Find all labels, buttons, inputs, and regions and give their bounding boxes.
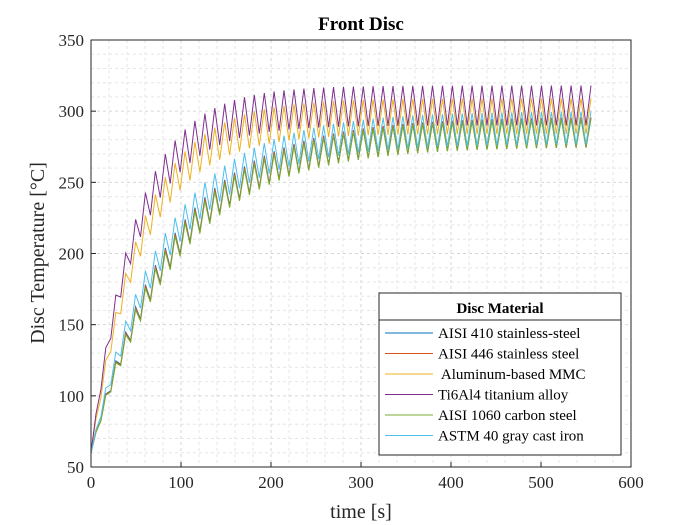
series-line-4 xyxy=(90,119,592,453)
y-tick-label: 100 xyxy=(59,387,85,406)
x-tick-label: 200 xyxy=(258,473,284,492)
x-tick-labels: 0 100 200 300 400 500 600 xyxy=(87,473,644,492)
series-line-2 xyxy=(90,98,592,453)
legend-item-label: Ti6Al4 titanium alloy xyxy=(438,388,569,404)
y-tick-label: 150 xyxy=(59,316,85,335)
y-tick-labels: 50 100 150 200 250 300 350 xyxy=(59,31,85,477)
axes xyxy=(90,39,632,468)
series-line-3 xyxy=(90,85,592,453)
x-tick-label: 100 xyxy=(168,473,194,492)
y-tick-label: 200 xyxy=(59,245,85,264)
x-tick-label: 300 xyxy=(348,473,374,492)
x-tick-label: 500 xyxy=(528,473,554,492)
chart-title: Front Disc xyxy=(318,14,404,35)
series-line-5 xyxy=(90,111,592,453)
legend-title: Disc Material xyxy=(456,301,543,317)
legend-item-label: Aluminum-based MMC xyxy=(438,367,586,383)
x-tick-label: 400 xyxy=(438,473,464,492)
x-tick-label: 600 xyxy=(618,473,644,492)
y-axis-label: Disc Temperature [°C] xyxy=(27,162,49,344)
y-tick-label: 350 xyxy=(59,31,85,50)
legend-item-label: AISI 1060 carbon steel xyxy=(438,408,577,424)
x-axis-label: time [s] xyxy=(330,501,392,523)
legend-item-label: ASTM 40 gray cast iron xyxy=(438,429,584,445)
y-tick-label: 300 xyxy=(59,102,85,121)
x-tick-label: 0 xyxy=(87,473,96,492)
legend-item-label: AISI 410 stainless-steel xyxy=(438,326,580,342)
series-lines xyxy=(90,85,592,453)
legend-item-label: AISI 446 stainless steel xyxy=(438,347,579,363)
legend: Disc Material AISI 410 stainless-steel AI… xyxy=(378,292,622,456)
y-tick-label: 50 xyxy=(67,458,84,477)
y-tick-label: 250 xyxy=(59,173,85,192)
